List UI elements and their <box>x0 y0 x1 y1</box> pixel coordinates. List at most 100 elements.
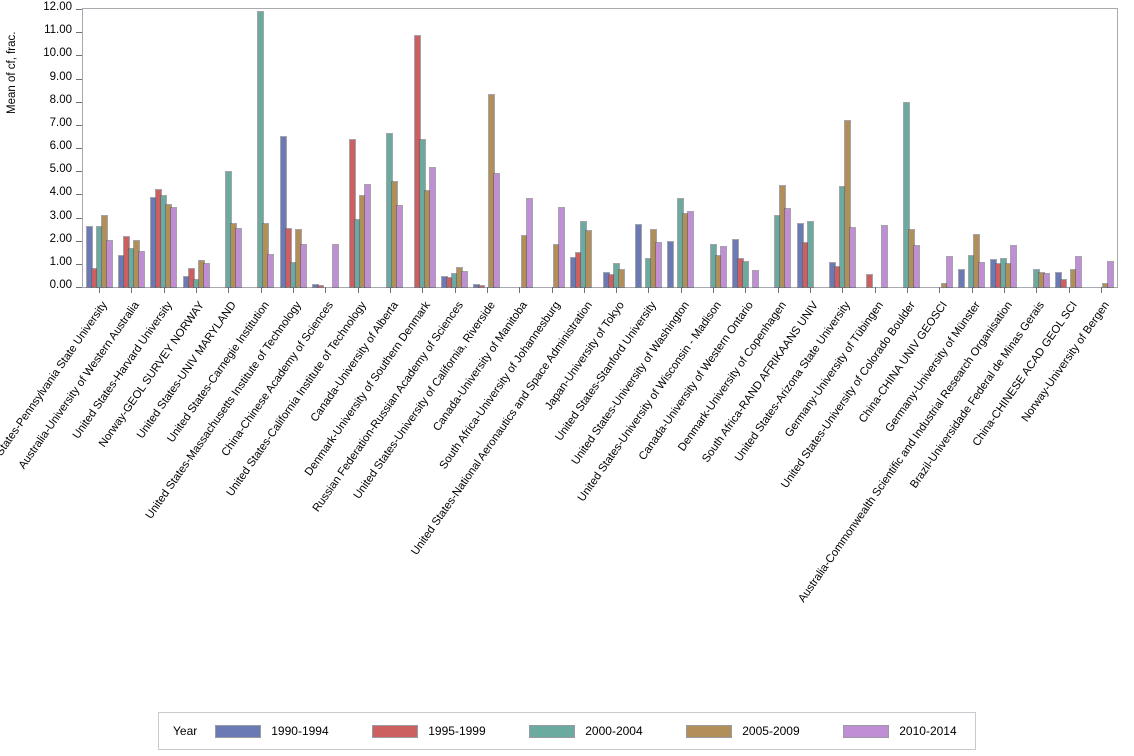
bar <box>150 197 158 288</box>
bar-group <box>701 9 727 293</box>
legend-label: 2005-2009 <box>742 724 800 738</box>
y-tick-label: 6.00 <box>49 140 72 152</box>
y-tick-mark <box>76 148 82 149</box>
x-tick-mark <box>454 287 456 293</box>
bar <box>105 240 113 288</box>
bar <box>806 220 814 289</box>
bar <box>1055 271 1063 289</box>
bar <box>456 267 464 288</box>
bar-group <box>311 9 339 293</box>
bar-group <box>634 9 662 293</box>
x-tick-mark <box>293 287 295 293</box>
bar <box>267 254 275 288</box>
bar <box>958 268 966 289</box>
y-tick-mark <box>76 124 82 126</box>
y-tick-mark <box>76 287 82 288</box>
bar-group <box>345 9 372 293</box>
legend-item[interactable]: 1990-1994 <box>215 724 372 738</box>
bar <box>446 277 454 288</box>
legend-swatch <box>686 724 733 738</box>
bar <box>796 223 804 288</box>
bar-group <box>894 9 921 293</box>
y-tick-label: 1.00 <box>49 255 72 268</box>
x-tick-mark <box>680 287 682 293</box>
bar <box>682 213 690 288</box>
legend-item[interactable]: 2010-2014 <box>843 724 1000 738</box>
x-tick-mark <box>745 287 747 293</box>
x-tick-mark <box>551 287 553 293</box>
bar <box>441 275 449 289</box>
bar <box>833 266 841 288</box>
legend-item[interactable]: 2000-2004 <box>529 724 686 738</box>
bar <box>558 207 566 288</box>
bar <box>553 243 561 289</box>
bar <box>192 279 200 288</box>
bar <box>570 257 578 288</box>
legend-item[interactable]: 2005-2009 <box>686 724 843 738</box>
bar <box>828 261 836 289</box>
bar-group <box>602 9 629 293</box>
bar <box>612 263 620 288</box>
bar <box>413 35 421 288</box>
bar <box>1107 261 1115 288</box>
bar <box>284 227 292 289</box>
y-tick-mark <box>76 78 82 80</box>
x-tick-mark <box>325 287 327 293</box>
bar <box>428 166 436 289</box>
bar <box>649 228 657 289</box>
x-tick-mark <box>810 287 812 293</box>
bar <box>667 240 675 289</box>
bar-group <box>473 9 501 293</box>
bar-group <box>667 9 695 293</box>
y-tick-mark <box>76 9 82 10</box>
bar <box>160 194 168 289</box>
x-tick-mark <box>228 287 230 293</box>
x-tick-mark <box>196 287 198 293</box>
x-tick-mark <box>777 287 779 293</box>
legend-item[interactable]: 1995-1999 <box>372 724 529 738</box>
y-tick-mark <box>76 171 82 173</box>
bar <box>644 257 652 289</box>
bar-group <box>828 9 856 293</box>
bar <box>990 258 998 289</box>
bar <box>731 238 739 289</box>
x-tick-mark <box>422 287 424 293</box>
bar <box>617 268 625 289</box>
y-tick-label: 12.00 <box>43 1 72 13</box>
bar-group <box>85 9 113 293</box>
x-tick-mark <box>357 287 359 293</box>
bar <box>197 260 205 288</box>
x-tick-mark <box>583 287 585 293</box>
bar-group <box>731 9 759 293</box>
x-axis-label: South Africa-University of Johannesburg <box>436 299 563 472</box>
legend: Year 1990-1994 1995-1999 2000-2004 2005-200… <box>158 712 976 750</box>
bar <box>784 208 792 288</box>
legend-swatch <box>529 724 576 738</box>
bar <box>423 190 431 288</box>
bar <box>1010 244 1018 289</box>
y-tick-mark <box>76 194 82 196</box>
x-axis-label: Denmark-University of Southern Denmark <box>303 299 434 479</box>
bar-group <box>182 9 210 293</box>
bar <box>187 267 195 289</box>
x-tick-mark <box>1100 287 1102 293</box>
bar <box>968 254 976 289</box>
bar <box>741 260 749 289</box>
bar <box>391 180 399 289</box>
x-axis-label: United States-Pennsylvania State Univers… <box>0 299 111 488</box>
bar-group <box>796 9 823 293</box>
bar-groups <box>83 9 1117 293</box>
bar <box>331 243 339 289</box>
bar <box>940 282 948 289</box>
bar-group <box>117 9 145 293</box>
bar <box>525 198 533 288</box>
bar-group <box>927 9 953 293</box>
bar <box>132 240 140 288</box>
bar <box>354 218 362 289</box>
bar <box>774 215 782 288</box>
x-tick-mark <box>842 287 844 293</box>
x-tick-mark <box>131 287 133 293</box>
bar <box>719 245 727 289</box>
y-tick-mark <box>76 263 82 265</box>
bar <box>736 258 744 288</box>
